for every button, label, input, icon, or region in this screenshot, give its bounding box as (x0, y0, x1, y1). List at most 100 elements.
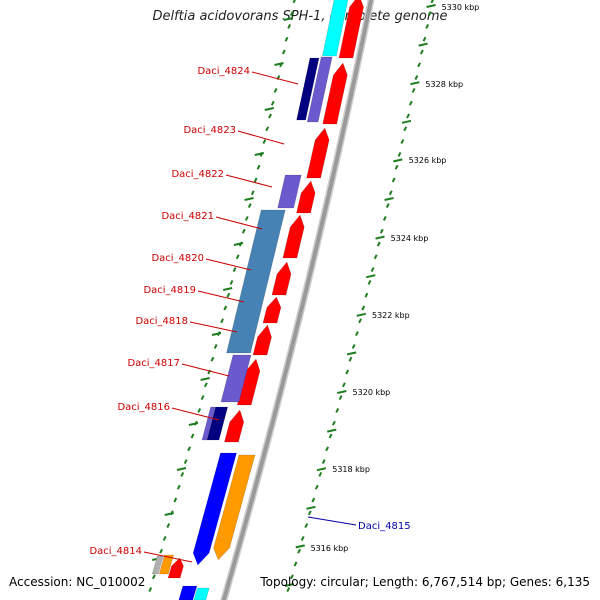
tick-mark-inner (235, 254, 240, 260)
tick-mark-major (284, 583, 295, 587)
tick-mark-inner (197, 407, 202, 413)
gene-forward (224, 409, 245, 443)
gene-reverse (213, 454, 256, 561)
tick-mark-inner (287, 23, 292, 29)
tick-mark-minor (211, 332, 222, 336)
scale-label: 5320 kbp (353, 388, 391, 397)
tick-mark-minor (200, 377, 210, 381)
gene-steel (226, 209, 286, 354)
scale-label: 5330 kbp (442, 3, 480, 12)
leader-line (189, 321, 238, 333)
tick-mark-inner (176, 484, 181, 490)
gene-label: Daci_4824 (197, 66, 250, 77)
tick-mark-inner (232, 267, 237, 273)
leader-line (215, 216, 263, 230)
gene-label: Daci_4817 (127, 358, 180, 369)
tick-mark-outer (345, 369, 350, 375)
gene-label: Daci_4815 (358, 521, 411, 532)
gene-label: Daci_4818 (135, 316, 188, 327)
gene-label: Daci_4819 (143, 285, 196, 296)
gene-forward (322, 62, 348, 125)
tick-mark-major (337, 390, 347, 394)
gene-forward (252, 324, 272, 356)
tick-mark-outer (419, 49, 424, 55)
tick-mark-outer (335, 407, 340, 413)
tick-mark-major (306, 505, 316, 510)
tick-mark-outer (307, 510, 312, 516)
tick-mark-outer (406, 113, 410, 119)
tick-mark-outer (414, 75, 419, 81)
gene-features (151, 0, 364, 600)
tick-mark-outer (408, 100, 413, 106)
map-title: Delftia acidovorans SPH-1, complete geno… (152, 9, 448, 24)
tick-mark-outer (367, 279, 372, 285)
tick-mark-major (326, 428, 337, 433)
gene-navy (296, 57, 320, 121)
tick-mark-outer (304, 523, 309, 529)
tick-mark-outer (382, 215, 387, 221)
gene-orange (158, 554, 174, 575)
tick-mark-inner (166, 523, 171, 529)
tick-mark-outer (364, 292, 369, 298)
scale-label: 5322 kbp (372, 311, 410, 320)
tick-mark-minor (233, 242, 244, 246)
tick-mark-major (316, 467, 327, 472)
tick-mark-inner (187, 446, 192, 452)
tick-mark-minor (176, 467, 187, 471)
gene-forward (282, 214, 305, 259)
tick-mark-outer (341, 382, 346, 388)
gene-forward (167, 557, 184, 579)
tick-mark-inner (253, 177, 258, 183)
tick-mark-major (356, 312, 367, 317)
tick-mark-inner (289, 11, 294, 17)
tick-mark-inner (203, 382, 208, 388)
tick-mark-outer (297, 548, 302, 554)
genome-backbone (220, 0, 375, 600)
tick-mark-inner (262, 139, 267, 145)
gene-label: Daci_4814 (89, 546, 142, 557)
tick-mark-outer (286, 587, 291, 593)
tick-mark-major (375, 235, 385, 240)
tick-mark-outer (300, 535, 305, 541)
gene-label: Daci_4821 (161, 211, 214, 222)
gene-periwinkle (201, 406, 216, 441)
tick-mark-inner (241, 228, 246, 234)
tick-mark-outer (289, 574, 294, 580)
leader-line (225, 174, 273, 188)
gene-forward (262, 296, 282, 324)
gene-reverse (178, 585, 198, 600)
scale-labels: 5316 kbp 5318 kbp 5320 kbp 5322 kbp 5324 kbp… (311, 3, 480, 553)
scale-label: 5316 kbp (311, 544, 349, 553)
tick-mark-inner (200, 395, 205, 401)
gene-periwinkle (277, 174, 302, 209)
tick-mark-outer (314, 484, 319, 490)
scale-label: 5328 kbp (425, 80, 463, 89)
tick-mark-inner (247, 203, 252, 209)
tick-mark-inner (229, 279, 234, 285)
leader-line (251, 71, 299, 85)
tick-mark-outer (388, 190, 393, 196)
scale-label: 5318 kbp (332, 465, 370, 474)
tick-mark-outer (403, 126, 408, 132)
tick-mark-outer (373, 254, 378, 260)
gene-label: Daci_4816 (117, 402, 170, 413)
tick-mark-inner (183, 459, 188, 465)
tick-mark-outer (361, 305, 366, 311)
scale-label: 5324 kbp (391, 234, 429, 243)
tick-mark-major (410, 81, 420, 86)
tick-mark-outer (379, 228, 384, 234)
tick-mark-inner (151, 574, 156, 580)
tick-mark-outer (425, 23, 430, 29)
tick-mark-minor (274, 62, 284, 66)
tick-mark-inner (213, 343, 218, 349)
gene-periwinkle (220, 354, 252, 403)
gene-forward (306, 127, 330, 179)
tick-mark-outer (318, 471, 323, 477)
gene-label: Daci_4823 (183, 125, 236, 136)
backbone-line (221, 0, 374, 600)
tick-mark-outer (358, 318, 362, 324)
tick-mark-outer (400, 139, 405, 145)
tick-mark-outer (348, 356, 353, 362)
tick-mark-outer (417, 62, 422, 68)
gene-label: Daci_4820 (151, 253, 204, 264)
